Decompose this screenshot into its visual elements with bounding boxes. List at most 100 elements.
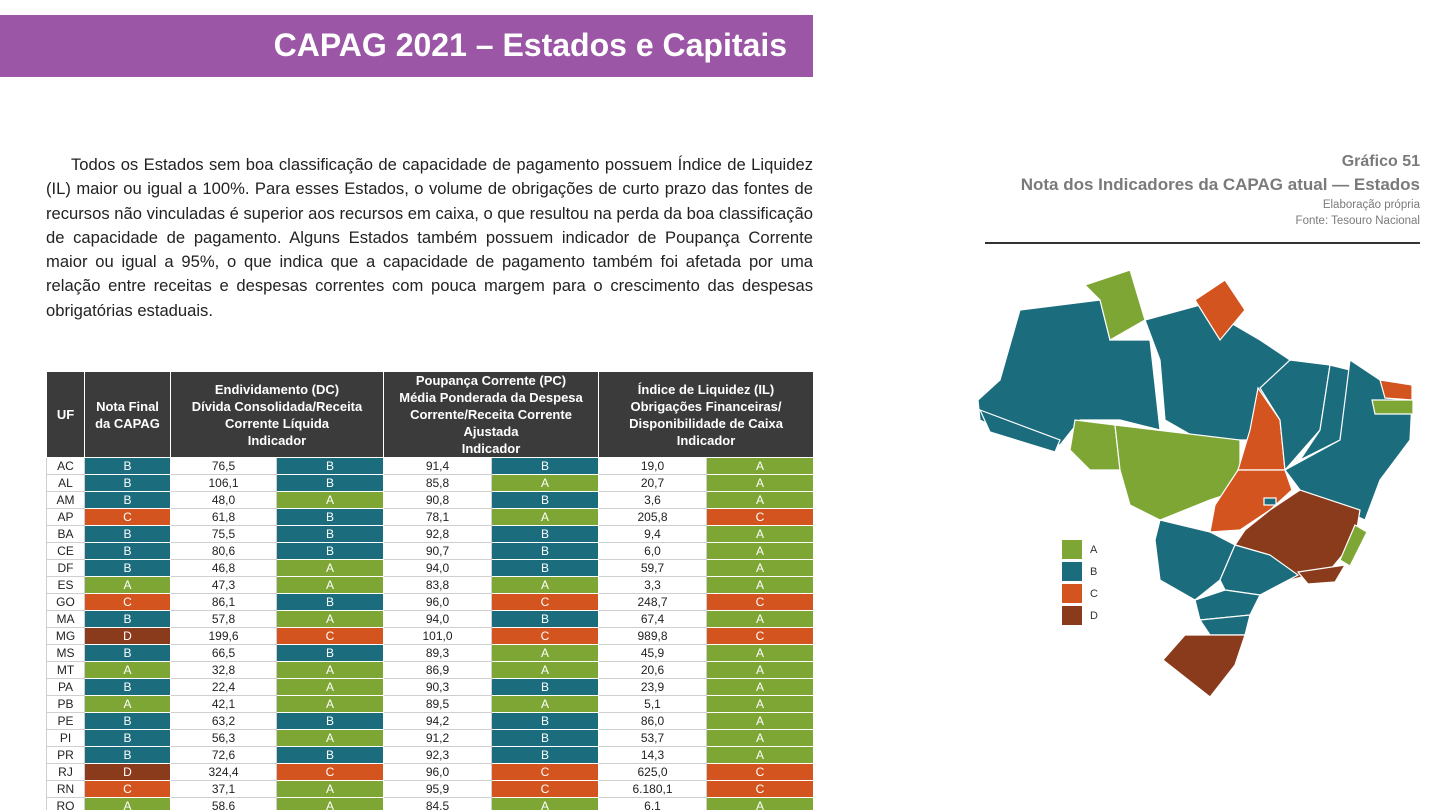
- header-line: Poupança Corrente (PC): [415, 373, 567, 388]
- table-cell: A: [490, 695, 600, 713]
- table-cell: 61,8: [170, 508, 277, 526]
- table-cell: MA: [46, 610, 85, 628]
- table-cell: 63,2: [170, 712, 277, 730]
- header-line: Disponibilidade de Caixa: [629, 415, 783, 431]
- table-cell: 324,4: [170, 763, 277, 781]
- table-cell: C: [706, 593, 815, 611]
- table-cell: 989,8: [598, 627, 708, 645]
- table-cell: A: [706, 457, 815, 475]
- table-cell: C: [490, 780, 600, 798]
- table-cell: 90,8: [383, 491, 492, 509]
- table-cell: 56,3: [170, 729, 277, 747]
- header-line: Ajustada: [463, 424, 519, 439]
- legend-swatch: [1062, 606, 1082, 625]
- column-header: UF: [46, 371, 85, 458]
- table-cell: C: [706, 780, 815, 798]
- legend-label: A: [1090, 544, 1098, 556]
- table-cell: B: [84, 746, 171, 764]
- table-cell: 91,4: [383, 457, 492, 475]
- page-title: CAPAG 2021 – Estados e Capitais: [273, 27, 787, 63]
- table-cell: C: [490, 593, 600, 611]
- chart-note: Elaboração própria: [1322, 199, 1420, 211]
- header-line: Média Ponderada da Despesa: [399, 390, 583, 405]
- state: [1339, 524, 1368, 567]
- table-cell: CE: [46, 542, 85, 560]
- table-cell: A: [276, 780, 384, 798]
- table-cell: 6.180,1: [598, 780, 708, 798]
- table-cell: MS: [46, 644, 85, 662]
- legend-swatch: [1062, 540, 1082, 559]
- chart-title: Nota dos Indicadores da CAPAG atual — Es…: [1020, 175, 1420, 194]
- table-cell: A: [706, 712, 815, 730]
- table-cell: 95,9: [383, 780, 492, 798]
- table-cell: 42,1: [170, 695, 277, 713]
- table-cell: A: [276, 797, 384, 810]
- table-cell: 59,7: [598, 559, 708, 577]
- table-row: AC B 76,5 B 91,4 B 19,0 A: [46, 457, 815, 475]
- header-line: Índice de Liquidez (IL): [637, 381, 775, 397]
- table-cell: 94,0: [383, 559, 492, 577]
- table-cell: 67,4: [598, 610, 708, 628]
- table-cell: 6,0: [598, 542, 708, 560]
- table-cell: B: [84, 491, 171, 509]
- table-cell: A: [706, 695, 815, 713]
- table-cell: 58,6: [170, 797, 277, 810]
- table-cell: B: [490, 729, 600, 747]
- table-cell: PA: [46, 678, 85, 696]
- table-cell: 66,5: [170, 644, 277, 662]
- table-cell: RN: [46, 780, 85, 798]
- capag-table: UF Nota Final da CAPAG Endividamento (DC) Dí…: [46, 371, 815, 810]
- table-cell: A: [706, 525, 815, 543]
- table-cell: A: [706, 644, 815, 662]
- table-row: MS B 66,5 B 89,3 A 45,9 A: [46, 644, 815, 662]
- table-cell: 19,0: [598, 457, 708, 475]
- table-cell: DF: [46, 559, 85, 577]
- header-line: Indicador: [461, 441, 521, 456]
- table-cell: B: [490, 746, 600, 764]
- table-cell: 72,6: [170, 746, 277, 764]
- table-cell: B: [490, 542, 600, 560]
- table-cell: MG: [46, 627, 85, 645]
- header-line: Corrente/Receita Corrente: [410, 407, 572, 422]
- column-header: Nota Final da CAPAG: [84, 371, 171, 458]
- table-cell: A: [276, 610, 384, 628]
- state: [1162, 634, 1246, 698]
- table-cell: A: [84, 576, 171, 594]
- table-cell: C: [490, 763, 600, 781]
- table-cell: 248,7: [598, 593, 708, 611]
- table-cell: 23,9: [598, 678, 708, 696]
- table-cell: A: [490, 661, 600, 679]
- table-cell: C: [84, 780, 171, 798]
- table-cell: A: [706, 729, 815, 747]
- state: [1154, 519, 1236, 601]
- table-cell: B: [276, 746, 384, 764]
- table-cell: B: [84, 457, 171, 475]
- table-cell: 80,6: [170, 542, 277, 560]
- table-cell: 46,8: [170, 559, 277, 577]
- table-cell: 625,0: [598, 763, 708, 781]
- table-cell: 89,3: [383, 644, 492, 662]
- table-cell: 3,6: [598, 491, 708, 509]
- state: [1194, 589, 1261, 621]
- table-cell: 75,5: [170, 525, 277, 543]
- state: [1371, 399, 1414, 415]
- state: [1069, 419, 1121, 471]
- header-line: Indicador: [676, 432, 736, 448]
- table-cell: B: [490, 559, 600, 577]
- table-cell: 94,0: [383, 610, 492, 628]
- table-row: BA B 75,5 B 92,8 B 9,4 A: [46, 525, 815, 543]
- table-cell: A: [490, 474, 600, 492]
- table-row: PA B 22,4 A 90,3 B 23,9 A: [46, 678, 815, 696]
- table-cell: 9,4: [598, 525, 708, 543]
- table-cell: B: [84, 644, 171, 662]
- table-cell: B: [276, 712, 384, 730]
- table-cell: 22,4: [170, 678, 277, 696]
- header-line: Obrigações Financeiras/: [630, 398, 782, 414]
- table-cell: 199,6: [170, 627, 277, 645]
- table-cell: PB: [46, 695, 85, 713]
- state: [1209, 469, 1293, 533]
- table-cell: 83,8: [383, 576, 492, 594]
- table-cell: RO: [46, 797, 85, 810]
